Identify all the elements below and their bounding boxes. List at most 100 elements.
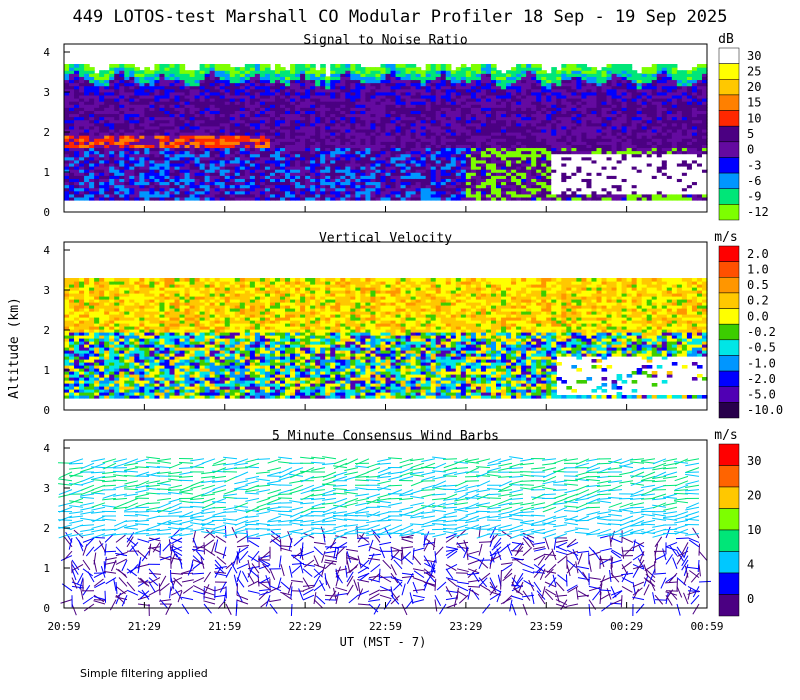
- snr-cell: [626, 169, 633, 173]
- snr-cell: [420, 166, 427, 170]
- snr-cell: [360, 91, 367, 96]
- snr-cell: [224, 135, 231, 139]
- snr-cell: [194, 82, 201, 87]
- snr-cell: [566, 113, 572, 118]
- snr-cell: [350, 128, 356, 133]
- snr-cell: [174, 110, 181, 115]
- snr-cell: [546, 193, 552, 198]
- snr-cell: [425, 162, 432, 167]
- snr-cell: [295, 156, 301, 161]
- snr-cell: [450, 107, 457, 111]
- snr-cell: [159, 91, 166, 96]
- snr-cell: [259, 122, 266, 127]
- snr-cell: [556, 128, 562, 133]
- snr-cell: [264, 116, 271, 121]
- snr-cell: [285, 169, 291, 173]
- snr-cell: [566, 166, 572, 170]
- snr-cell: [516, 88, 522, 93]
- snr-cell: [84, 110, 90, 115]
- snr-cell: [264, 132, 271, 136]
- snr-cell: [616, 184, 623, 189]
- snr-cell: [114, 159, 120, 164]
- snr-cell: [114, 91, 120, 96]
- snr-cell: [390, 169, 397, 173]
- snr-cell: [300, 187, 306, 192]
- snr-cell: [511, 187, 517, 192]
- snr-cell: [571, 178, 577, 183]
- snr-cell: [99, 178, 105, 183]
- snr-cell: [104, 162, 110, 167]
- snr-cell: [119, 141, 125, 145]
- snr-cell: [194, 107, 201, 111]
- snr-cell: [485, 153, 492, 158]
- snr-cell: [269, 94, 276, 99]
- snr-cell: [285, 125, 291, 130]
- snr-cell: [290, 101, 296, 105]
- snr-cell: [144, 94, 150, 99]
- snr-cell: [114, 82, 120, 87]
- snr-cell: [551, 187, 557, 192]
- snr-cell: [541, 135, 547, 139]
- snr-cell: [581, 150, 588, 155]
- snr-cell: [179, 85, 186, 90]
- snr-cell: [526, 128, 532, 133]
- snr-cell: [631, 187, 638, 192]
- snr-cell: [199, 94, 206, 99]
- snr-cell: [561, 94, 567, 99]
- snr-cell: [124, 141, 130, 145]
- snr-cell: [119, 138, 125, 142]
- snr-cell: [139, 70, 145, 74]
- snr-cell: [501, 79, 507, 84]
- snr-cell: [460, 181, 467, 186]
- snr-cell: [124, 156, 130, 161]
- snr-cell: [290, 187, 296, 192]
- snr-cell: [280, 125, 286, 130]
- snr-cell: [320, 141, 326, 145]
- snr-cell: [521, 196, 527, 201]
- snr-cell: [169, 82, 176, 87]
- snr-cell: [259, 107, 266, 111]
- snr-cell: [239, 128, 246, 133]
- snr-cell: [531, 64, 537, 68]
- snr-cell: [310, 91, 316, 96]
- snr-cell: [74, 144, 80, 149]
- snr-cell: [214, 101, 221, 105]
- snr-cell: [214, 119, 221, 124]
- snr-cell: [79, 178, 85, 183]
- snr-cell: [149, 178, 156, 183]
- snr-cell: [601, 116, 608, 121]
- snr-cell: [561, 88, 567, 93]
- snr-cell: [84, 175, 90, 179]
- snr-cell: [360, 128, 367, 133]
- snr-cell: [325, 156, 331, 161]
- snr-cell: [360, 138, 367, 142]
- snr-cell: [139, 98, 145, 102]
- snr-cell: [591, 172, 598, 176]
- snr-cell: [320, 169, 326, 173]
- snr-cell: [425, 116, 432, 121]
- snr-cell: [124, 187, 130, 192]
- snr-cell: [571, 166, 577, 170]
- snr-cell: [134, 187, 140, 192]
- snr-cell: [425, 67, 432, 71]
- snr-cell: [119, 107, 125, 111]
- snr-cell: [259, 141, 266, 145]
- snr-cell: [355, 169, 361, 173]
- snr-cell: [440, 144, 447, 149]
- snr-cell: [109, 101, 115, 105]
- snr-cell: [541, 156, 547, 161]
- snr-cell: [305, 141, 311, 145]
- snr-cell: [325, 82, 331, 87]
- snr-cell: [490, 91, 497, 96]
- snr-cell: [546, 172, 552, 176]
- snr-cell: [546, 110, 552, 115]
- snr-cell: [124, 91, 130, 96]
- snr-cell: [174, 153, 181, 158]
- snr-cell: [606, 85, 613, 90]
- snr-cell: [335, 181, 341, 186]
- snr-cell: [310, 76, 316, 81]
- snr-cell: [119, 85, 125, 90]
- snr-cell: [521, 150, 527, 155]
- snr-cell: [295, 107, 301, 111]
- snr-cell: [420, 91, 427, 96]
